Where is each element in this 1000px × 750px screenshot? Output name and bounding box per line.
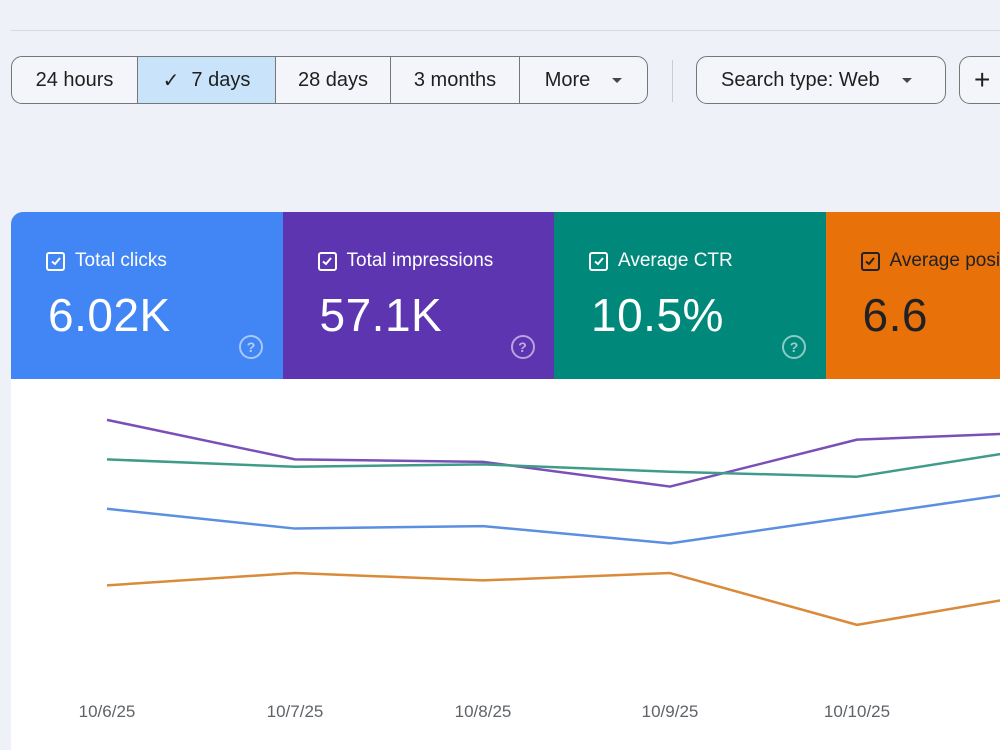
date-range-selector: 24 hours ✓ 7 days 28 days 3 months More xyxy=(11,56,648,104)
metric-cards: Total clicks 6.02K ? Total impressions 5… xyxy=(11,212,1000,379)
series-line-impressions xyxy=(106,418,1000,488)
range-more-dropdown[interactable]: More xyxy=(520,57,647,103)
metric-label: Total impressions xyxy=(346,250,494,271)
range-label: More xyxy=(544,68,591,91)
help-icon[interactable]: ? xyxy=(510,335,535,359)
series-line-ctr xyxy=(106,452,1000,478)
plus-icon: + xyxy=(974,64,991,95)
metric-value: 6.02K xyxy=(48,289,171,341)
chart-canvas xyxy=(106,418,1000,627)
range-28-days-button[interactable]: 28 days xyxy=(276,57,391,103)
metric-label: Average position xyxy=(889,250,1000,271)
x-axis-tick-label: 10/7/25 xyxy=(266,702,324,721)
metric-value: 10.5% xyxy=(591,289,724,341)
search-type-label: Search type: Web xyxy=(721,68,880,91)
x-axis-tick-label: 10/9/25 xyxy=(641,702,699,721)
performance-chart xyxy=(11,379,1000,750)
series-line-position xyxy=(106,571,1000,627)
metric-card-ctr[interactable]: Average CTR 10.5% ? xyxy=(554,212,826,379)
header-divider xyxy=(11,30,1000,31)
x-axis-tick-label: 10/6/25 xyxy=(78,702,136,721)
metric-value: 57.1K xyxy=(319,289,443,341)
chevron-down-icon xyxy=(901,77,912,83)
range-label: 24 hours xyxy=(35,68,114,91)
range-label: 7 days xyxy=(191,68,251,91)
check-icon: ✓ xyxy=(162,69,180,92)
checkbox-checked-icon[interactable] xyxy=(317,251,337,271)
range-7-days-button[interactable]: ✓ 7 days xyxy=(138,57,276,103)
help-icon[interactable]: ? xyxy=(239,335,263,359)
range-3-months-button[interactable]: 3 months xyxy=(391,57,520,103)
metric-card-clicks[interactable]: Total clicks 6.02K ? xyxy=(11,212,283,379)
search-type-dropdown[interactable]: Search type: Web xyxy=(696,56,946,104)
chevron-down-icon xyxy=(612,77,623,83)
checkbox-checked-icon[interactable] xyxy=(589,251,608,271)
x-axis-tick-label: 10/8/25 xyxy=(454,702,512,721)
x-axis-tick-label: 10/10/25 xyxy=(823,702,891,721)
add-filter-button[interactable]: + xyxy=(959,56,1000,104)
range-label: 3 months xyxy=(413,68,497,91)
checkbox-checked-icon[interactable] xyxy=(860,251,880,271)
metric-card-impressions[interactable]: Total impressions 57.1K ? xyxy=(282,212,554,379)
range-24-hours-button[interactable]: 24 hours xyxy=(12,57,138,103)
metric-label: Average CTR xyxy=(618,250,733,271)
range-label: 28 days xyxy=(297,68,369,91)
series-line-clicks xyxy=(106,494,1000,545)
checkbox-checked-icon[interactable] xyxy=(46,251,65,271)
metric-card-position[interactable]: Average position 6.6 xyxy=(825,212,1000,379)
metric-value: 6.6 xyxy=(862,289,928,341)
toolbar-divider xyxy=(672,60,673,102)
metric-label: Total clicks xyxy=(75,250,167,271)
help-icon[interactable]: ? xyxy=(782,335,806,359)
